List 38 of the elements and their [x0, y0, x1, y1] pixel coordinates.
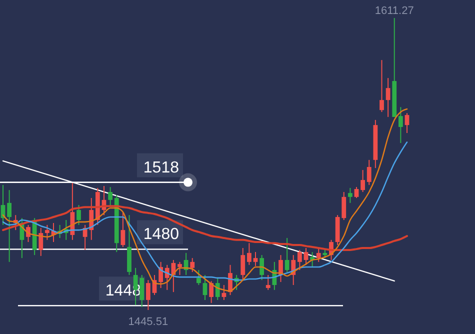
candlestick — [70, 182, 75, 240]
candlestick — [240, 248, 246, 281]
candlestick — [209, 280, 214, 304]
candlestick — [386, 78, 390, 118]
text: 1611.27 — [374, 5, 414, 17]
candlestick — [202, 274, 208, 300]
candlestick — [360, 169, 366, 192]
candlestick — [354, 186, 359, 198]
ref-line-label: 1518 — [143, 159, 180, 176]
candlestick — [246, 242, 252, 266]
candlestick — [316, 248, 321, 262]
candlestick — [253, 252, 258, 266]
candlestick — [196, 270, 201, 286]
candlestick — [278, 254, 283, 283]
candlestick — [44, 224, 50, 240]
candlestick — [398, 106, 403, 144]
candlestick — [297, 249, 302, 271]
candlestick — [108, 186, 113, 208]
candlestick — [38, 227, 44, 256]
candlestick — [348, 187, 352, 204]
text: 1445.51 — [128, 316, 168, 328]
candlestick — [190, 258, 195, 272]
candlestick — [404, 112, 410, 134]
candlestick — [120, 212, 126, 248]
candlestick — [260, 254, 264, 281]
candlestick — [178, 261, 182, 276]
candlestick — [184, 252, 188, 276]
candlestick — [304, 248, 308, 266]
candlestick — [76, 204, 81, 226]
candlestick — [266, 274, 270, 290]
candlestick — [366, 159, 372, 186]
candlestick — [380, 60, 384, 113]
candlestick — [7, 190, 12, 262]
candlestick — [222, 284, 226, 300]
candlestick — [284, 237, 290, 272]
candlestick — [146, 280, 150, 310]
candlestick — [215, 277, 220, 300]
ref-line-label: 1480 — [143, 226, 180, 244]
